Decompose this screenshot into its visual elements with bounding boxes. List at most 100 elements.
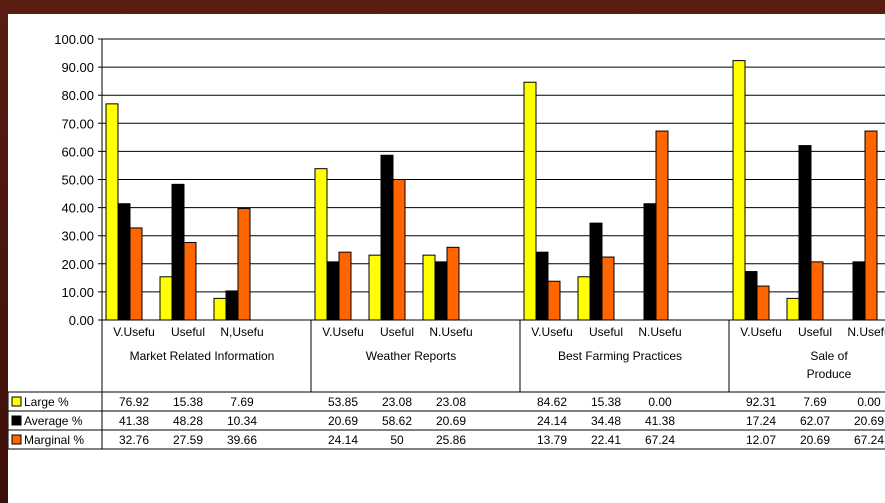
- data-label: 10.34: [227, 414, 257, 428]
- bar: [326, 261, 340, 321]
- x-tick-label: Useful: [171, 325, 205, 339]
- group-label: Sale of: [810, 349, 848, 363]
- data-label: 12.07: [746, 433, 776, 447]
- bar: [810, 261, 824, 321]
- data-label: 50: [390, 433, 404, 447]
- bar: [105, 103, 119, 321]
- chart-panel: 100.00 90.00 80.00 70.00 60.00 50.00 40.00 30.0…: [8, 14, 885, 503]
- x-tick-label: V.Usefu: [113, 325, 155, 339]
- bar: [159, 276, 173, 321]
- group-label: Best Farming Practices: [558, 349, 682, 363]
- data-label: 67.24: [854, 433, 884, 447]
- data-label: 7.69: [803, 395, 827, 409]
- y-tick-label: 40.00: [61, 201, 94, 216]
- x-tick-label: V.Usefu: [531, 325, 573, 339]
- data-label: 41.38: [119, 414, 149, 428]
- data-label: 34.48: [591, 414, 621, 428]
- data-label: 20.69: [854, 414, 884, 428]
- y-tick-label: 30.00: [61, 229, 94, 244]
- bar: [756, 285, 770, 321]
- legend-label: Marginal %: [24, 433, 84, 447]
- legend-label: Large %: [24, 395, 69, 409]
- data-label: 13.79: [537, 433, 567, 447]
- data-label: 58.62: [382, 414, 412, 428]
- data-label: 39.66: [227, 433, 257, 447]
- y-tick-label: 80.00: [61, 88, 94, 103]
- data-label: 62.07: [800, 414, 830, 428]
- legend-key: [11, 434, 22, 445]
- y-tick-label: 100.00: [54, 32, 94, 47]
- data-label: 41.38: [645, 414, 675, 428]
- data-label: 22.41: [591, 433, 621, 447]
- bar: [744, 271, 758, 321]
- bar: [864, 130, 878, 321]
- legend-key: [11, 396, 22, 407]
- y-tick-label: 50.00: [61, 173, 94, 188]
- bar: [434, 261, 448, 321]
- data-label: 17.24: [746, 414, 776, 428]
- x-tick-label: N.Usefu: [429, 325, 472, 339]
- data-label: 20.69: [800, 433, 830, 447]
- x-tick-label: N.Usefu: [638, 325, 681, 339]
- bar: [446, 246, 460, 321]
- data-label: 32.76: [119, 433, 149, 447]
- bar: [589, 222, 603, 321]
- bar: [798, 145, 812, 321]
- bar: [225, 290, 239, 321]
- data-label: 7.69: [230, 395, 254, 409]
- x-tick-label: V.Usefu: [322, 325, 364, 339]
- bar: [117, 203, 131, 321]
- bar: [314, 168, 328, 321]
- x-tick-label: N,Usefu: [220, 325, 263, 339]
- data-label: 67.24: [645, 433, 675, 447]
- data-label: 0.00: [857, 395, 881, 409]
- x-tick-label: V.Usefu: [740, 325, 782, 339]
- y-tick-label: 0.00: [69, 313, 94, 328]
- bar: [786, 297, 800, 321]
- bar: [380, 154, 394, 321]
- bar: [237, 208, 251, 321]
- bar: [213, 297, 227, 321]
- group-label: Market Related Information: [130, 349, 275, 363]
- y-tick-label: 60.00: [61, 144, 94, 159]
- bar: [547, 280, 561, 321]
- bar: [601, 256, 615, 321]
- bar: [535, 251, 549, 321]
- y-tick-label: 70.00: [61, 116, 94, 131]
- bar: [655, 130, 669, 321]
- bar-chart: 100.00 90.00 80.00 70.00 60.00 50.00 40.00 30.0…: [8, 32, 885, 450]
- data-label: 53.85: [328, 395, 358, 409]
- data-label: 20.69: [436, 414, 466, 428]
- y-tick-label: 90.00: [61, 60, 94, 75]
- bar: [392, 179, 406, 321]
- data-label: 92.31: [746, 395, 776, 409]
- data-label: 15.38: [591, 395, 621, 409]
- group-label: Produce: [807, 367, 852, 381]
- bar: [338, 251, 352, 321]
- legend-key: [11, 415, 22, 426]
- bar: [732, 60, 746, 321]
- data-label: 76.92: [119, 395, 149, 409]
- data-label: 24.14: [537, 414, 567, 428]
- bar: [183, 241, 197, 321]
- legend-label: Average %: [24, 414, 83, 428]
- bar: [852, 261, 866, 321]
- group-label: Weather Reports: [366, 349, 457, 363]
- data-label: 27.59: [173, 433, 203, 447]
- bar: [643, 203, 657, 321]
- y-tick-label: 10.00: [61, 285, 94, 300]
- bar: [368, 254, 382, 321]
- bar: [422, 254, 436, 321]
- data-label: 15.38: [173, 395, 203, 409]
- x-tick-label: Useful: [380, 325, 414, 339]
- bar: [171, 183, 185, 321]
- bar: [577, 276, 591, 321]
- x-tick-label: Useful: [589, 325, 623, 339]
- y-tick-label: 20.00: [61, 257, 94, 272]
- bar: [129, 227, 143, 321]
- x-tick-label: Useful: [798, 325, 832, 339]
- bar: [523, 81, 537, 321]
- data-label: 20.69: [328, 414, 358, 428]
- data-label: 24.14: [328, 433, 358, 447]
- x-tick-label: N.Usefu: [847, 325, 885, 339]
